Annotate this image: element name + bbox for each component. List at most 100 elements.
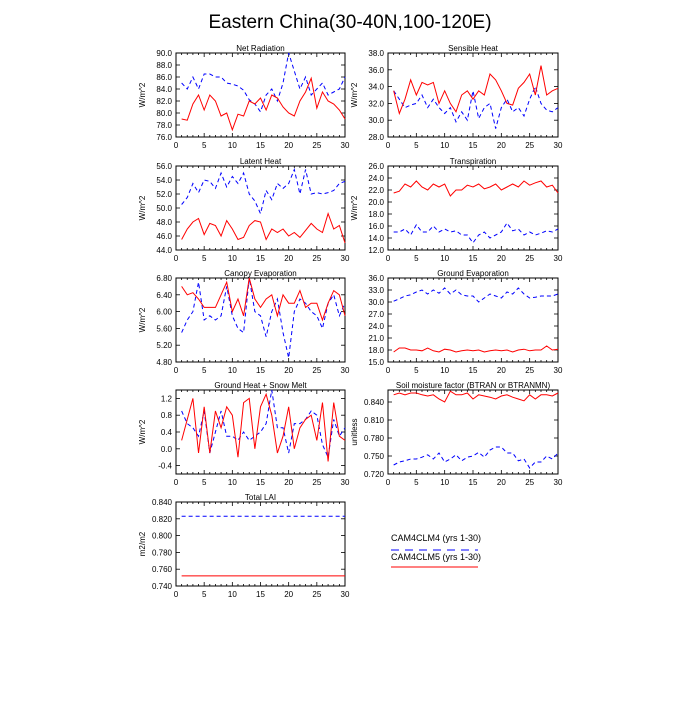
y-tick-label: 52.0 (156, 190, 172, 199)
x-tick-label: 20 (497, 254, 506, 263)
y-tick-label: 0.820 (152, 515, 173, 524)
panel-title: Sensible Heat (448, 44, 499, 53)
x-tick-label: 15 (469, 478, 478, 487)
x-tick-label: 30 (554, 366, 563, 375)
x-tick-label: 20 (284, 141, 293, 150)
y-tick-label: 46.0 (156, 232, 172, 241)
panel-title: Ground Evaporation (437, 269, 509, 278)
series-line-clm4 (181, 167, 346, 216)
x-tick-label: 5 (202, 478, 207, 487)
x-tick-label: 25 (525, 366, 534, 375)
y-tick-label: -0.4 (158, 462, 172, 471)
x-tick-label: 5 (414, 478, 419, 487)
series-line-clm4 (393, 222, 559, 244)
x-tick-label: 5 (202, 141, 207, 150)
y-tick-label: 0.750 (364, 452, 385, 461)
x-tick-label: 15 (256, 254, 265, 263)
y-tick-label: 50.0 (156, 204, 172, 213)
series-line-clm5 (393, 390, 559, 403)
series-line-clm5 (181, 277, 346, 322)
x-tick-label: 30 (554, 478, 563, 487)
y-tick-label: 76.0 (156, 133, 172, 142)
x-tick-label: 25 (312, 254, 321, 263)
x-tick-label: 10 (440, 478, 449, 487)
figure-title: Eastern China(30-40N,100-120E) (208, 12, 491, 33)
y-axis-label: m2/m2 (138, 531, 147, 556)
y-axis-label: W/m^2 (350, 195, 359, 220)
y-tick-label: 6.00 (156, 308, 172, 317)
y-tick-label: 44.0 (156, 246, 172, 255)
panel-title: Transpiration (450, 157, 496, 166)
series-line-clm4 (393, 446, 559, 469)
x-tick-label: 0 (386, 254, 391, 263)
y-tick-label: 36.0 (368, 66, 384, 75)
x-tick-label: 30 (341, 366, 350, 375)
x-tick-label: 15 (469, 366, 478, 375)
legend-label: CAM4CLM5 (yrs 1-30) (391, 552, 481, 562)
x-tick-label: 5 (414, 366, 419, 375)
y-tick-label: 6.40 (156, 291, 172, 300)
x-tick-label: 10 (228, 141, 237, 150)
y-tick-label: 24.0 (368, 174, 384, 183)
y-tick-label: 38.0 (368, 49, 384, 58)
y-tick-label: 0.780 (152, 548, 173, 557)
y-tick-label: 0.840 (364, 398, 385, 407)
x-tick-label: 0 (174, 366, 179, 375)
x-tick-label: 15 (256, 590, 265, 599)
x-tick-label: 5 (202, 590, 207, 599)
y-tick-label: 18.0 (368, 210, 384, 219)
y-tick-label: 18.0 (368, 346, 384, 355)
y-tick-label: 86.0 (156, 73, 172, 82)
x-tick-label: 15 (469, 254, 478, 263)
x-tick-label: 25 (312, 478, 321, 487)
x-tick-label: 30 (554, 254, 563, 263)
y-tick-label: 0.740 (152, 582, 173, 591)
series-line-clm5 (393, 180, 559, 197)
plot-frame (387, 52, 559, 138)
y-tick-label: 88.0 (156, 61, 172, 70)
y-tick-label: 0.800 (152, 532, 173, 541)
x-tick-label: 25 (525, 254, 534, 263)
legend: CAM4CLM4 (yrs 1-30) CAM4CLM5 (yrs 1-30) (391, 533, 481, 568)
y-tick-label: 27.0 (368, 310, 384, 319)
y-axis-label: unitless (350, 418, 359, 445)
panel-3: 0 5 10 15 20 25 30 44.0 46.0 48.0 50.0 52.0 54.0 56.0… (138, 157, 350, 263)
panel-8: 0 5 10 15 20 25 30 0.720 0.750 0.780 0.810 0.840 Soi… (350, 381, 563, 487)
x-tick-label: 0 (174, 478, 179, 487)
panel-7: 0 5 10 15 20 25 30 -0.4 0.0 0.4 0.8 1.2 Ground Heat … (138, 381, 350, 487)
x-tick-label: 10 (228, 478, 237, 487)
panels: 0 5 10 15 20 25 30 76.0 78.0 80.0 82.0 84.0 86.0 88.0… (138, 44, 563, 599)
x-tick-label: 0 (386, 366, 391, 375)
plot-frame (387, 165, 559, 251)
x-tick-label: 10 (440, 141, 449, 150)
panel-9: 0 5 10 15 20 25 30 0.740 0.760 0.780 0.800 0.820 0.8… (138, 493, 350, 599)
x-tick-label: 30 (341, 254, 350, 263)
x-tick-label: 25 (312, 590, 321, 599)
y-tick-label: 0.840 (152, 498, 173, 507)
x-tick-label: 0 (386, 141, 391, 150)
y-tick-label: 0.0 (161, 445, 173, 454)
x-tick-label: 20 (284, 590, 293, 599)
y-tick-label: 20.0 (368, 198, 384, 207)
x-tick-label: 20 (497, 366, 506, 375)
y-tick-label: 30.0 (368, 116, 384, 125)
x-tick-label: 10 (228, 254, 237, 263)
plot-frame (175, 501, 346, 587)
y-tick-label: 26.0 (368, 162, 384, 171)
plot-frame (387, 389, 559, 475)
series-line-clm4 (181, 277, 346, 358)
y-axis-label: W/m^2 (138, 195, 147, 220)
y-tick-label: 34.0 (368, 83, 384, 92)
y-axis-label: W/m^2 (138, 307, 147, 332)
series-line-clm5 (393, 65, 559, 116)
panel-title: Net Radiation (236, 44, 284, 53)
y-tick-label: 84.0 (156, 85, 172, 94)
x-tick-label: 30 (341, 141, 350, 150)
panel-title: Canopy Evaporation (224, 269, 297, 278)
panel-4: 0 5 10 15 20 25 30 12.0 14.0 16.0 18.0 20.0 22.0 24.0… (350, 157, 563, 263)
plot-frame (387, 277, 559, 363)
y-tick-label: 90.0 (156, 49, 172, 58)
x-tick-label: 0 (174, 141, 179, 150)
